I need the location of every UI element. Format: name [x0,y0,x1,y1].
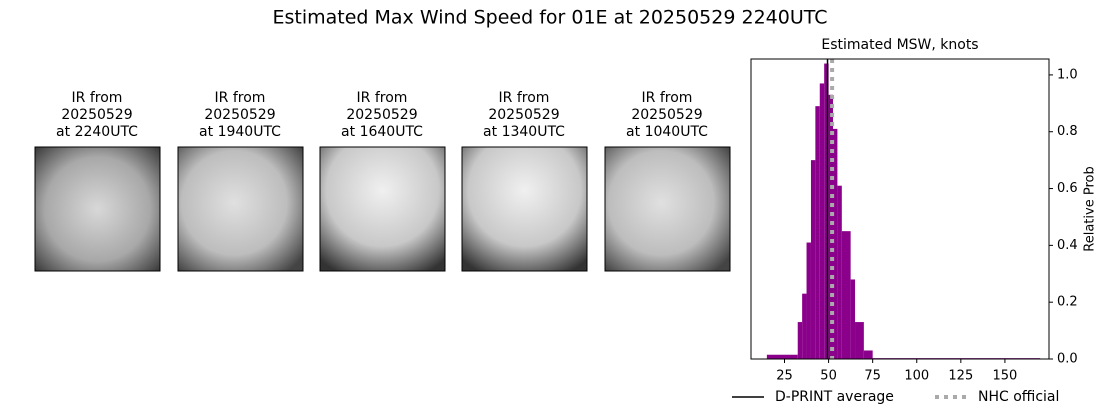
bar [863,350,873,359]
ir-image [604,146,731,272]
y-tick-label: 0.2 [1057,295,1078,310]
bar [824,63,829,359]
panel-caption: 20250529 [346,107,417,123]
panel-caption: IR from [215,90,266,106]
bar [850,279,856,359]
panel-caption: IR from [72,90,123,106]
bar [802,293,807,359]
y-tick-label: 0.4 [1057,238,1078,253]
x-tick-label: 25 [776,369,793,384]
panel-caption: IR from [357,90,408,106]
legend-label: NHC official [978,389,1059,405]
panel-caption: 20250529 [631,107,702,123]
bar [837,185,842,359]
ir-image [461,146,588,272]
bar [815,106,820,359]
bar [855,322,864,359]
satellite-images [34,146,731,272]
y-tick-label: 1.0 [1057,67,1078,82]
bar [766,354,798,359]
bar [832,128,838,359]
bar [797,322,803,359]
bar [819,83,825,359]
ir-image [319,146,446,272]
x-tick-label: 75 [864,369,881,384]
panel-caption: 20250529 [61,107,132,123]
legend-label: D-PRINT average [775,389,894,405]
axes-frame [750,58,1050,360]
x-tick-label: 100 [904,369,929,384]
panel-caption: at 1640UTC [341,124,423,140]
panel-caption: at 2240UTC [56,124,138,140]
ir-image [177,146,304,272]
panel-caption: at 1040UTC [626,124,708,140]
bar [828,94,833,359]
y-tick-label: 0.0 [1057,352,1078,367]
bar [841,231,851,359]
panel-caption: 20250529 [204,107,275,123]
panel-caption: IR from [499,90,550,106]
y-tick-label: 0.8 [1057,124,1078,139]
x-tick-label: 125 [948,369,973,384]
x-tick-label: 50 [820,369,837,384]
panel-caption: 20250529 [488,107,559,123]
bar [806,242,811,359]
panel-caption: IR from [642,90,693,106]
ir-image [34,146,161,272]
y-axis-label: Relative Prob [1083,166,1098,251]
x-tick-label: 150 [993,369,1018,384]
panel-caption: at 1340UTC [483,124,565,140]
axes-title: Estimated MSW, knots [821,37,978,53]
panel-caption: at 1940UTC [199,124,281,140]
y-tick-label: 0.6 [1057,181,1078,196]
figure-title: Estimated Max Wind Speed for 01E at 2025… [272,7,827,29]
bar [810,160,816,359]
